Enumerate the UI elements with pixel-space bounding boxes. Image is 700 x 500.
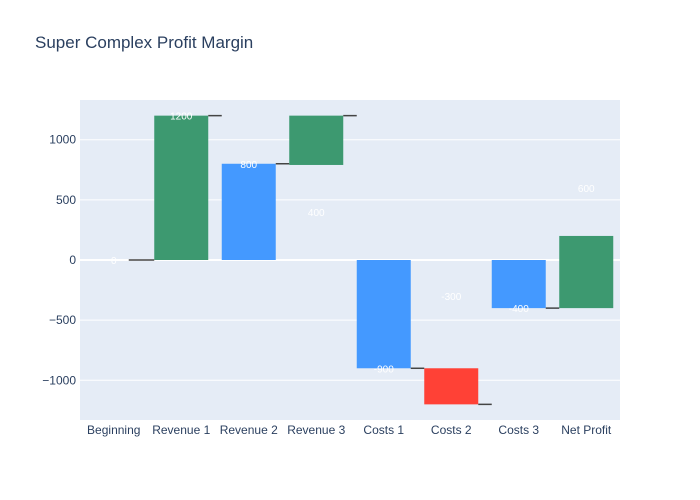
data-label: 800 xyxy=(240,160,257,171)
x-tick-label: Beginning xyxy=(87,423,140,437)
bar xyxy=(424,368,479,405)
x-tick-label: Costs 3 xyxy=(498,423,539,437)
bars xyxy=(154,115,614,405)
data-label: -300 xyxy=(441,292,461,303)
x-tick-label: Net Profit xyxy=(561,423,612,437)
data-label: 400 xyxy=(308,208,325,219)
data-labels: 0 1200 800 400 -900 -300 -400 600 xyxy=(111,112,595,376)
x-tick-label: Costs 1 xyxy=(363,423,404,437)
y-tick-label: 0 xyxy=(69,253,76,267)
data-label: 0 xyxy=(111,256,117,267)
y-tick-label: −1000 xyxy=(42,373,76,387)
x-tick-label: Costs 2 xyxy=(431,423,472,437)
y-tick-label: −500 xyxy=(49,313,76,327)
bar xyxy=(491,260,546,309)
connectors xyxy=(128,114,560,406)
bar xyxy=(559,235,614,309)
data-label: 1200 xyxy=(170,112,193,123)
y-tick-label: 500 xyxy=(56,193,76,207)
bar xyxy=(221,163,276,260)
y-tick-label: 1000 xyxy=(49,133,76,147)
y-axis: 1000 500 0 −500 −1000 xyxy=(42,133,76,388)
bar xyxy=(289,115,344,165)
x-axis: Beginning Revenue 1 Revenue 2 Revenue 3 Cost… xyxy=(87,423,612,437)
data-label: 600 xyxy=(578,184,595,195)
data-label: -900 xyxy=(374,364,394,375)
x-tick-label: Revenue 2 xyxy=(220,423,278,437)
x-tick-label: Revenue 1 xyxy=(152,423,210,437)
bar xyxy=(356,260,411,369)
chart-title: Super Complex Profit Margin xyxy=(35,33,254,52)
data-label: -400 xyxy=(509,304,529,315)
bar xyxy=(154,115,209,260)
x-tick-label: Revenue 3 xyxy=(287,423,345,437)
